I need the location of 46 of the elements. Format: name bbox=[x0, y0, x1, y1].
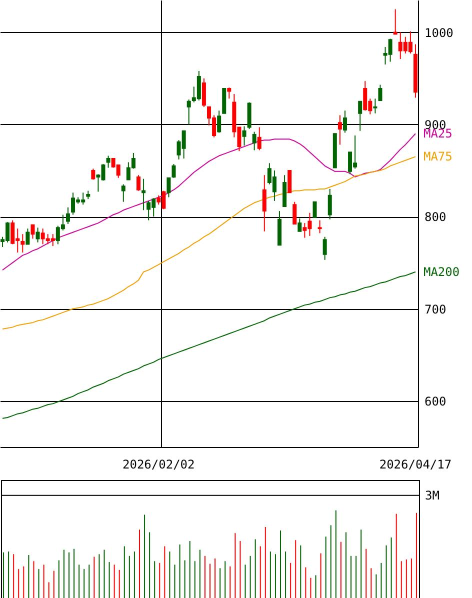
candlestick bbox=[30, 224, 35, 240]
candlestick bbox=[298, 218, 302, 232]
candlestick bbox=[136, 174, 140, 192]
candlestick bbox=[26, 228, 30, 245]
candlestick bbox=[66, 206, 70, 224]
candlestick bbox=[338, 114, 342, 146]
y-tick-label: 700 bbox=[424, 302, 446, 316]
candlestick bbox=[257, 126, 262, 151]
candlestick bbox=[217, 110, 222, 134]
x-tick-label: 2026/02/02 bbox=[122, 458, 195, 472]
candlestick bbox=[378, 84, 382, 101]
y-tick-label: 600 bbox=[424, 394, 446, 408]
candlestick bbox=[262, 174, 266, 232]
ref-line-label: 3M bbox=[425, 488, 440, 502]
line-series bbox=[2, 156, 416, 330]
candlestick bbox=[202, 78, 206, 108]
candlestick bbox=[373, 98, 378, 114]
candlestick bbox=[106, 155, 110, 168]
series-label: MA75 bbox=[423, 150, 452, 164]
candlestick bbox=[227, 87, 232, 100]
candlestick bbox=[358, 100, 362, 132]
y-tick-label: 800 bbox=[424, 210, 446, 224]
candlestick bbox=[186, 99, 191, 125]
candlestick bbox=[312, 201, 317, 218]
y-tick-label: 1000 bbox=[424, 26, 454, 40]
candlestick bbox=[166, 177, 171, 198]
x-tick-label: 2026/04/17 bbox=[379, 458, 452, 472]
candlestick bbox=[252, 131, 256, 151]
candlestick bbox=[292, 201, 297, 224]
candlestick bbox=[322, 236, 327, 260]
candlestick bbox=[247, 102, 252, 130]
candlestick bbox=[20, 234, 25, 254]
candlestick bbox=[342, 110, 347, 134]
candlestick bbox=[36, 227, 40, 243]
candlestick bbox=[242, 126, 246, 146]
series-label: MA200 bbox=[423, 264, 460, 279]
candlestick bbox=[393, 8, 398, 35]
candlestick bbox=[328, 188, 332, 220]
candlestick bbox=[142, 178, 146, 211]
line-series bbox=[2, 133, 416, 271]
candlestick bbox=[121, 184, 126, 202]
candlestick bbox=[172, 164, 176, 178]
candlestick bbox=[288, 170, 292, 194]
candlestick bbox=[318, 220, 322, 234]
line-series bbox=[2, 271, 416, 419]
candlestick bbox=[282, 174, 287, 207]
